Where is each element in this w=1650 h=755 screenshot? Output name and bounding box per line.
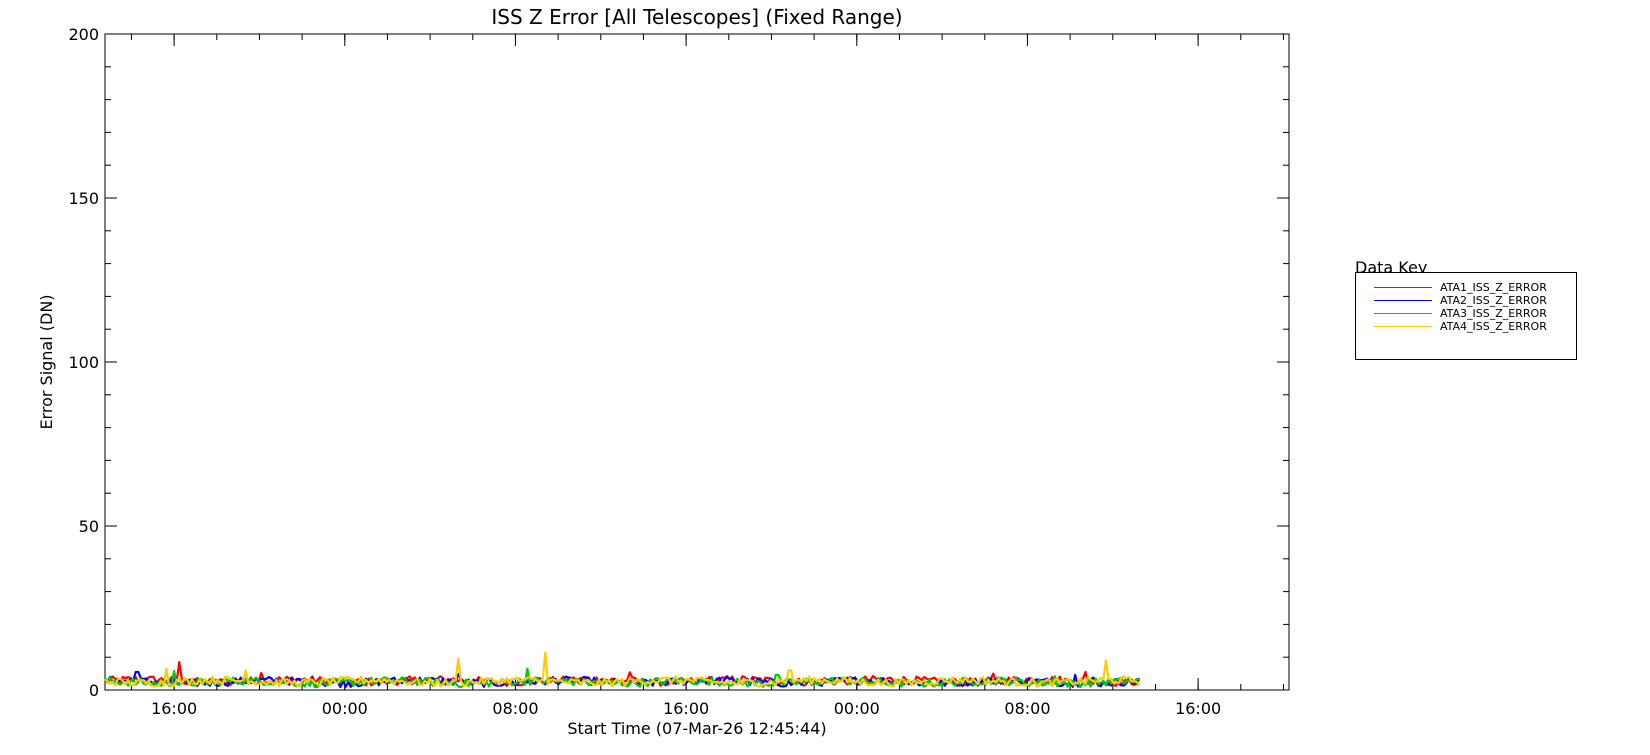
legend-swatch <box>1374 286 1432 288</box>
legend-label: ATA2_ISS_Z_ERROR <box>1440 293 1547 307</box>
legend-label: ATA3_ISS_Z_ERROR <box>1440 306 1547 320</box>
x-axis-label: Start Time (07-Mar-26 12:45:44) <box>567 719 826 738</box>
y-axis-label: Error Signal (DN) <box>37 294 56 429</box>
legend-label: ATA4_ISS_Z_ERROR <box>1440 319 1547 333</box>
legend-swatch <box>1374 312 1432 314</box>
legend-entry: ATA4_ISS_Z_ERROR <box>1374 319 1547 333</box>
x-tick-label: 08:00 <box>1004 699 1050 718</box>
x-tick-label: 16:00 <box>1175 699 1221 718</box>
legend-entry: ATA3_ISS_Z_ERROR <box>1374 306 1547 320</box>
legend-swatch <box>1374 299 1432 301</box>
x-tick-label: 08:00 <box>492 699 538 718</box>
chart-title: ISS Z Error [All Telescopes] (Fixed Rang… <box>491 5 902 29</box>
x-tick-label: 00:00 <box>322 699 368 718</box>
y-tick-label: 100 <box>68 353 99 372</box>
plot-frame <box>104 33 1290 691</box>
legend: ATA1_ISS_Z_ERROR ATA2_ISS_Z_ERROR ATA3_ISS… <box>1355 272 1577 360</box>
legend-entry: ATA2_ISS_Z_ERROR <box>1374 293 1547 307</box>
x-tick-label: 00:00 <box>834 699 880 718</box>
legend-label: ATA1_ISS_Z_ERROR <box>1440 280 1547 294</box>
y-tick-label: 0 <box>89 681 99 700</box>
series-line <box>104 651 1140 688</box>
legend-swatch <box>1374 325 1432 327</box>
x-tick-label: 16:00 <box>663 699 709 718</box>
y-tick-label: 50 <box>79 517 99 536</box>
x-tick-label: 16:00 <box>151 699 197 718</box>
y-tick-label: 150 <box>68 189 99 208</box>
y-tick-label: 200 <box>68 25 99 44</box>
legend-entry: ATA1_ISS_Z_ERROR <box>1374 280 1547 294</box>
